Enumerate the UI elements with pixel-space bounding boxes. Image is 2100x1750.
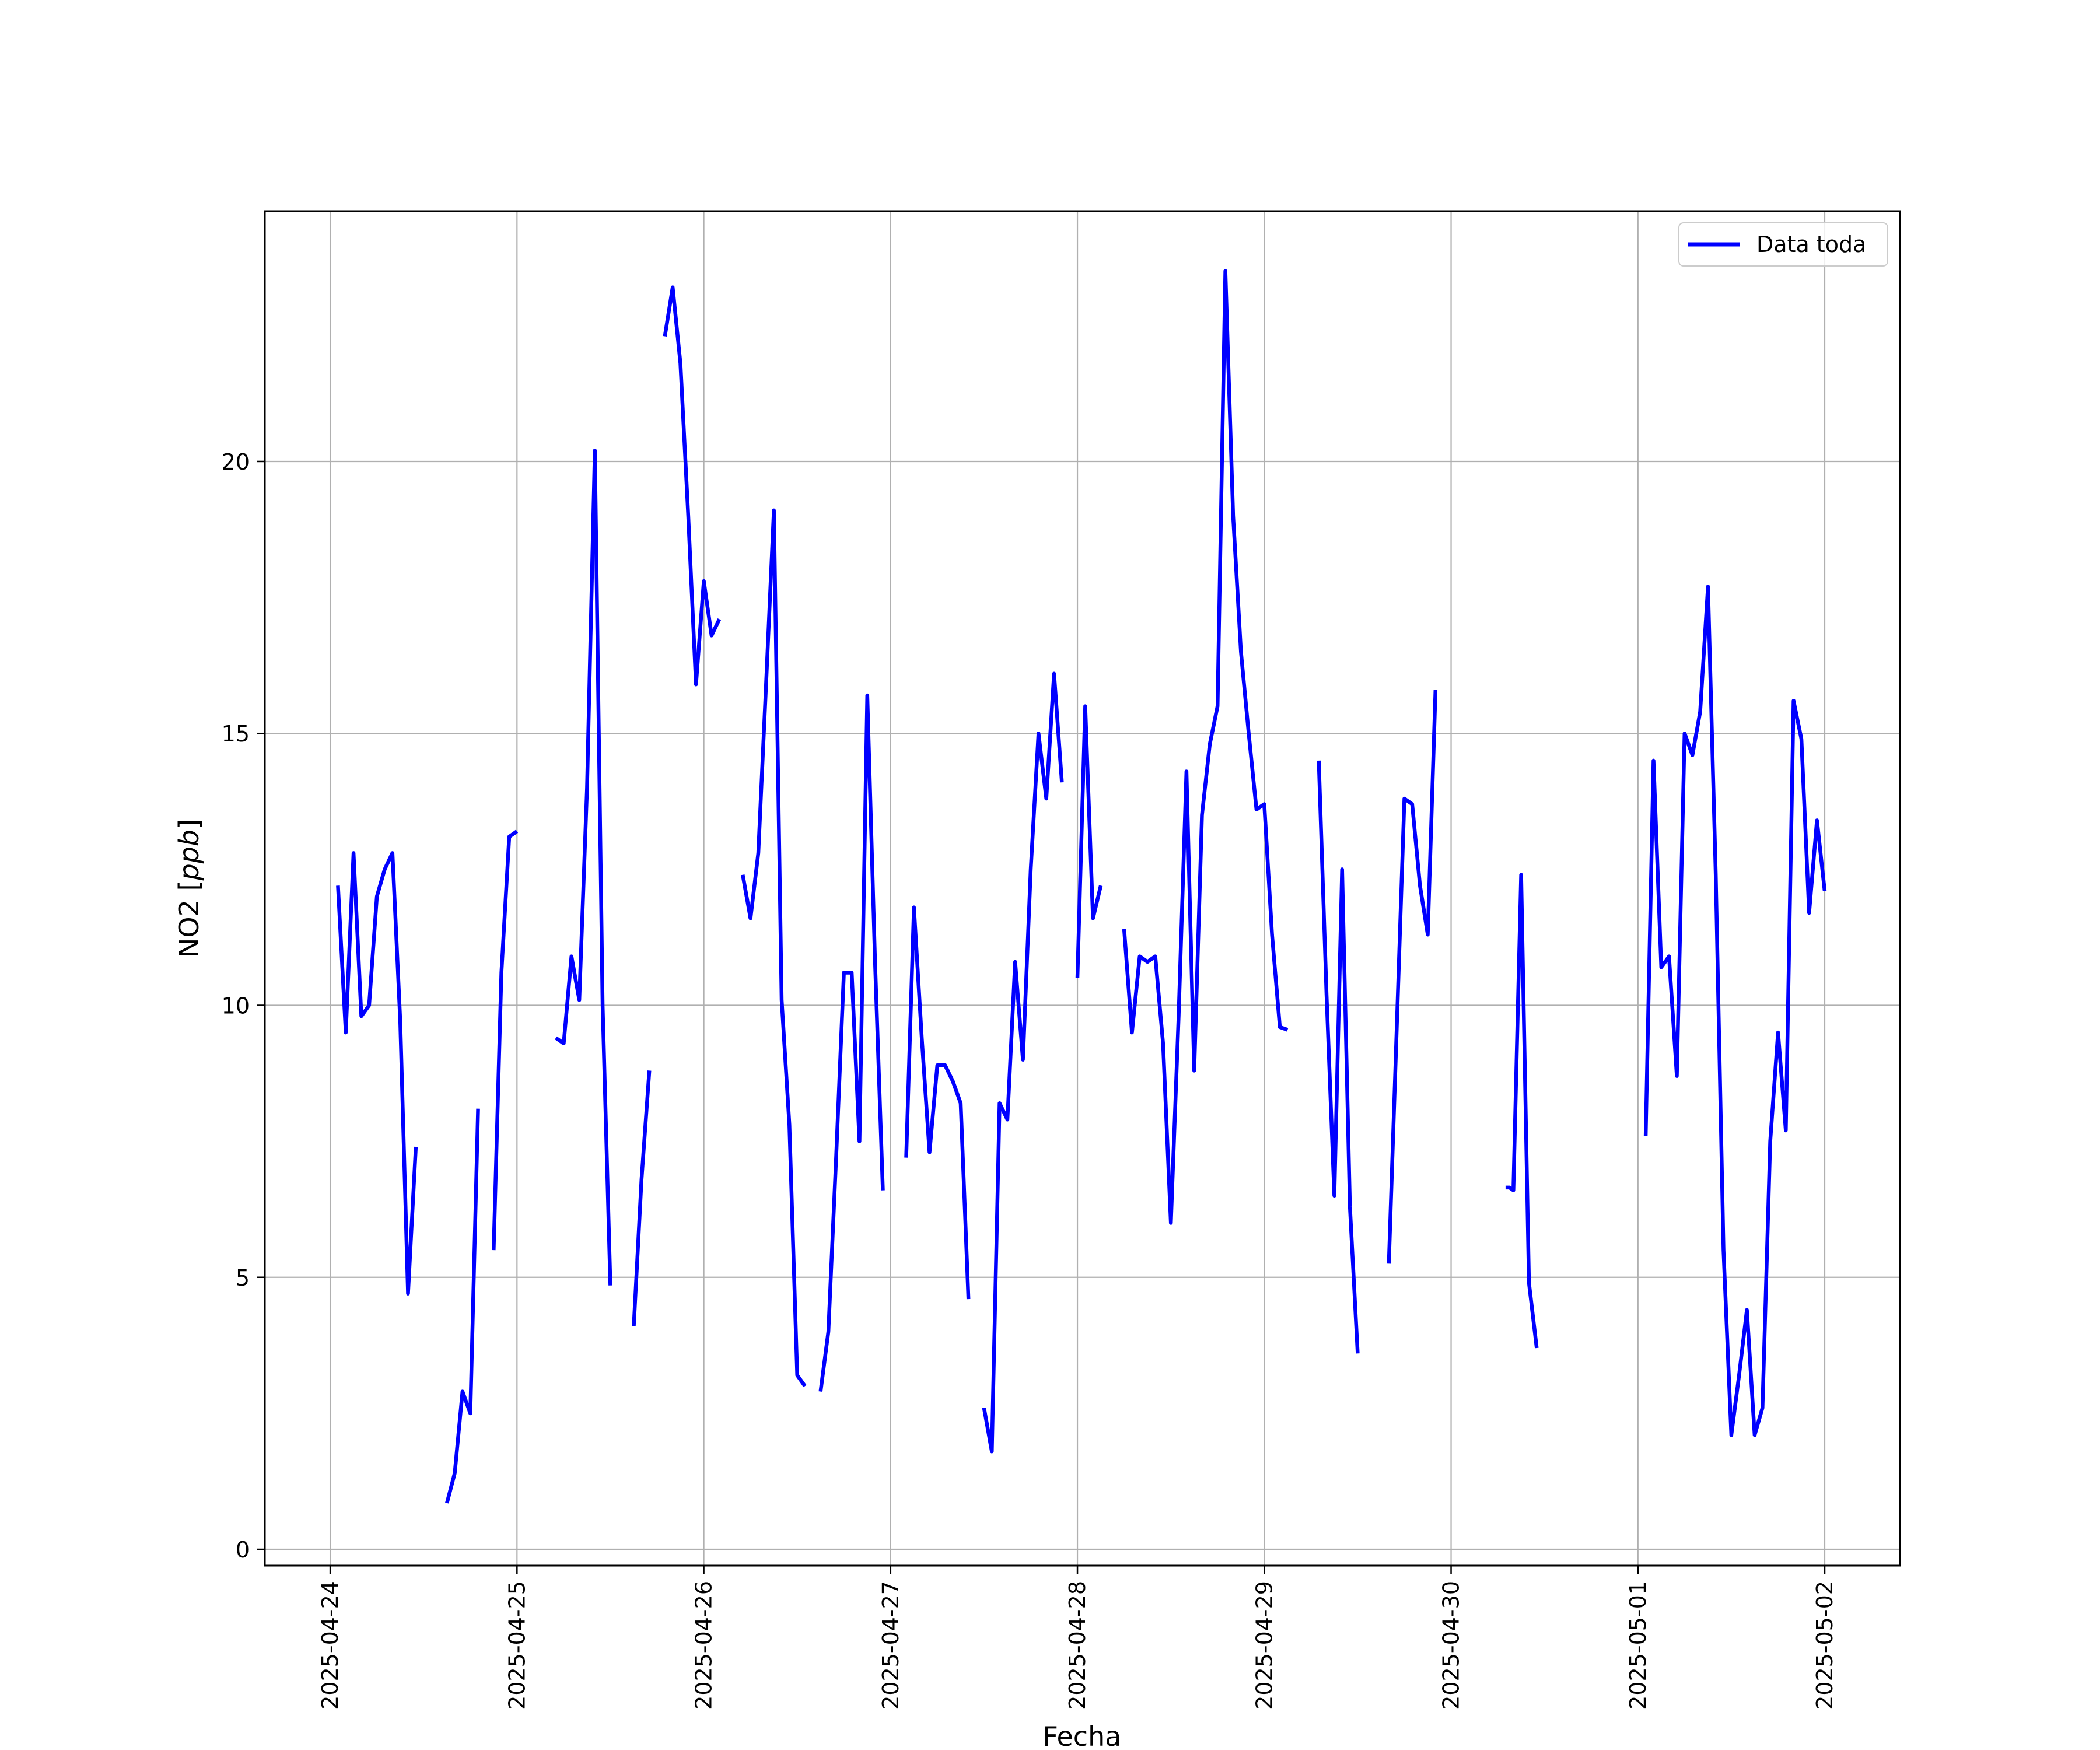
series-line-segment: [336, 851, 418, 1296]
y-tick-label: 5: [236, 1265, 250, 1291]
x-tick-label: 2025-04-24: [317, 1581, 343, 1710]
series-line-segment: [1122, 269, 1289, 1225]
series-line-segment: [663, 285, 722, 687]
y-tick-label: 15: [222, 721, 250, 747]
series-line-segment: [492, 830, 519, 1251]
y-axis-title-unit: ppb: [173, 830, 205, 881]
series-line-segment: [1317, 760, 1360, 1354]
x-tick-label: 2025-04-30: [1438, 1581, 1464, 1710]
series-line-segment: [818, 693, 885, 1392]
series-line-segment: [1643, 584, 1827, 1437]
legend-label: Data toda: [1756, 232, 1866, 257]
x-tick-label: 2025-04-28: [1065, 1581, 1090, 1710]
x-axis-title: Fecha: [1043, 1721, 1122, 1750]
y-tick-label: 0: [236, 1537, 250, 1563]
y-tick-label: 20: [222, 449, 250, 475]
series-line-segment: [1075, 704, 1103, 978]
series-line-segment: [1387, 690, 1438, 1264]
series-line-segment: [904, 905, 971, 1300]
y-axis-title-bracket-close: ]: [173, 819, 205, 830]
series-line-segment: [445, 1108, 480, 1504]
y-axis-title: NO2 [ppb]: [173, 819, 205, 958]
series-line-segment: [982, 671, 1064, 1454]
series-line-segment: [1505, 873, 1539, 1349]
series-layer: [336, 269, 1827, 1504]
series-line-segment: [741, 508, 807, 1388]
legend-box: [1678, 222, 1888, 267]
series-line-segment: [632, 1070, 652, 1326]
x-tick-label: 2025-04-26: [691, 1581, 717, 1710]
x-tick-label: 2025-05-02: [1812, 1581, 1838, 1710]
series-line-segment: [555, 449, 612, 1286]
legend: Data toda: [1678, 222, 1888, 267]
grid-layer: [265, 211, 1900, 1566]
y-axis-title-bracket-open: [: [173, 881, 205, 900]
x-tick-label: 2025-04-29: [1251, 1581, 1277, 1710]
tick-layer: 2025-04-24 2025-04-25 2025-04-26 2025-04-27…: [222, 449, 1838, 1710]
x-tick-label: 2025-04-25: [504, 1581, 530, 1710]
y-tick-label: 10: [222, 993, 250, 1019]
plot-frame: [264, 210, 1901, 1567]
y-axis-title-main: NO2: [173, 900, 205, 958]
x-tick-label: 2025-05-01: [1625, 1581, 1651, 1710]
x-tick-label: 2025-04-27: [878, 1581, 904, 1710]
